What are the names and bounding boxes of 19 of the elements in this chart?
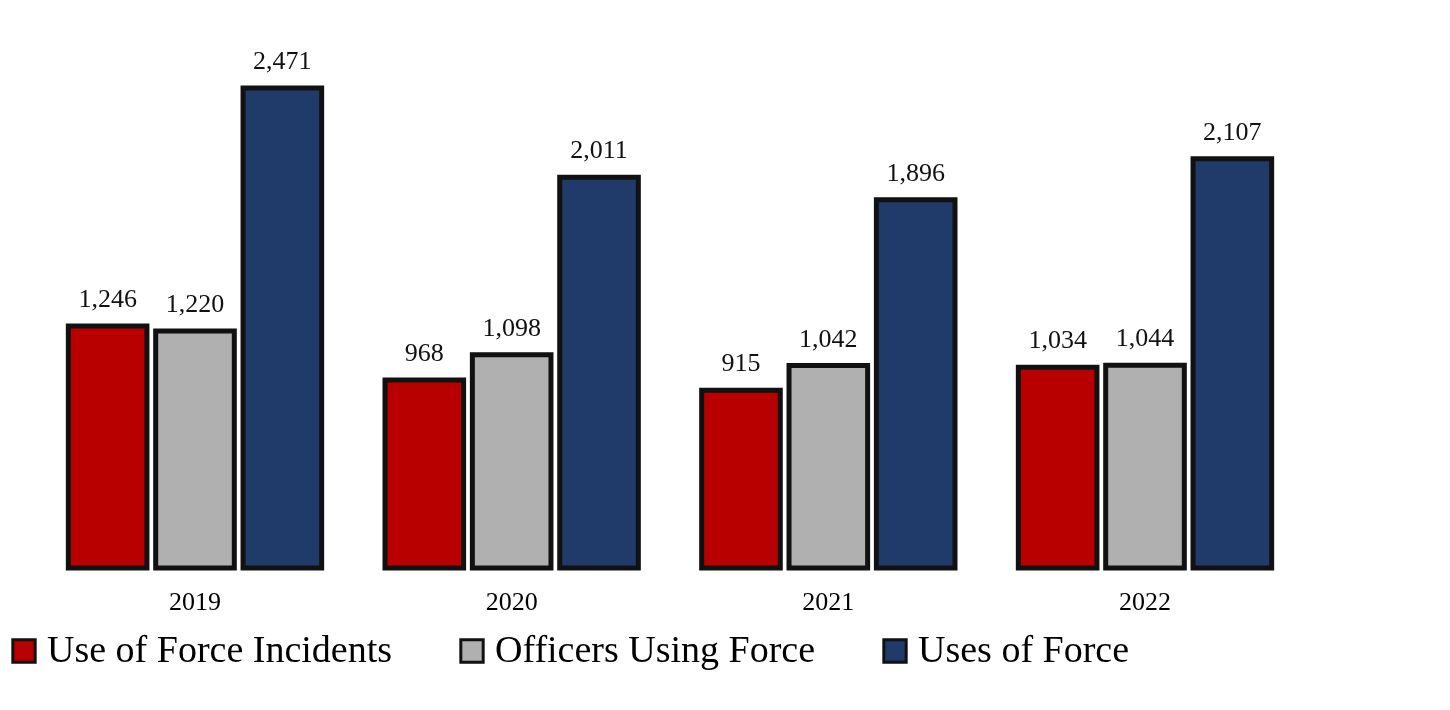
x-tick-label: 2019 (169, 586, 221, 616)
data-label: 1,220 (165, 289, 225, 319)
x-tick-label: 2020 (485, 586, 538, 616)
data-label: 2,011 (570, 135, 628, 165)
data-label: 1,246 (78, 283, 137, 313)
data-label: 1,098 (482, 312, 541, 342)
data-label: 915 (721, 348, 761, 378)
data-label: 2,107 (1203, 116, 1262, 146)
x-tick-label: 2021 (802, 586, 855, 616)
data-label: 1,034 (1028, 325, 1087, 355)
legend-label: Officers Using Force (495, 628, 816, 670)
x-tick-label: 2022 (1119, 586, 1171, 616)
data-label: 968 (404, 337, 444, 367)
legend-label: Use of Force Incidents (47, 628, 393, 670)
data-label: 2,471 (253, 46, 312, 75)
data-label: 1,896 (886, 157, 945, 187)
legend-label: Uses of Force (918, 628, 1130, 670)
data-label: 1,042 (799, 323, 858, 353)
data-label: 1,044 (1115, 323, 1175, 353)
